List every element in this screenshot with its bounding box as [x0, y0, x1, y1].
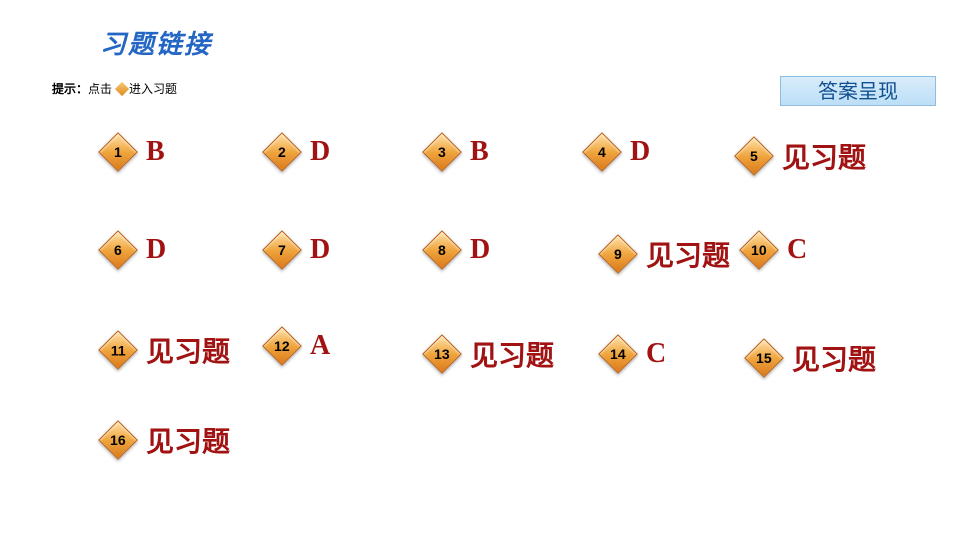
question-number: 12 [274, 338, 290, 354]
question-item-11[interactable]: 11 见习题 [104, 330, 230, 370]
question-number: 11 [111, 342, 126, 358]
question-number: 5 [750, 148, 758, 164]
question-answer: D [470, 234, 490, 266]
page-title: 习题链接 [100, 24, 212, 61]
question-diamond-icon[interactable]: 12 [262, 326, 302, 366]
question-item-8[interactable]: 8D [428, 234, 490, 266]
question-item-1[interactable]: 1B [104, 136, 165, 168]
question-item-2[interactable]: 2D [268, 136, 330, 168]
question-answer: D [146, 234, 166, 266]
question-diamond-icon[interactable]: 5 [734, 136, 774, 176]
question-answer: 见习题 [646, 234, 730, 274]
question-number: 14 [610, 346, 626, 362]
question-answer: 见习题 [146, 420, 230, 460]
question-number: 7 [278, 242, 286, 258]
question-item-13[interactable]: 13 见习题 [428, 334, 554, 374]
question-number: 3 [438, 144, 446, 160]
question-number: 16 [110, 432, 126, 448]
question-answer: A [310, 330, 330, 362]
question-item-3[interactable]: 3B [428, 136, 489, 168]
question-item-16[interactable]: 16 见习题 [104, 420, 230, 460]
question-item-15[interactable]: 15 见习题 [750, 338, 876, 378]
question-answer: C [646, 338, 666, 370]
question-diamond-icon[interactable]: 7 [262, 230, 302, 270]
question-diamond-icon[interactable]: 9 [598, 234, 638, 274]
question-number: 2 [278, 144, 286, 160]
question-item-5[interactable]: 5 见习题 [740, 136, 866, 176]
question-answer: 见习题 [470, 334, 554, 374]
hint-after: 进入习题 [129, 82, 177, 96]
question-diamond-icon[interactable]: 6 [98, 230, 138, 270]
diamond-icon [115, 82, 129, 96]
answers-badge: 答案呈现 [780, 76, 936, 106]
question-diamond-icon[interactable]: 16 [98, 420, 138, 460]
question-item-12[interactable]: 12 A [268, 330, 330, 362]
question-answer: D [310, 234, 330, 266]
question-diamond-icon[interactable]: 4 [582, 132, 622, 172]
question-diamond-icon[interactable]: 14 [598, 334, 638, 374]
question-diamond-icon[interactable]: 10 [739, 230, 779, 270]
question-answer: 见习题 [782, 136, 866, 176]
question-item-14[interactable]: 14 C [604, 338, 666, 370]
question-diamond-icon[interactable]: 11 [98, 330, 138, 370]
question-answer: 见习题 [146, 330, 230, 370]
hint-text: 提示：点击 进入习题 [52, 80, 177, 97]
question-answer: D [310, 136, 330, 168]
question-diamond-icon[interactable]: 3 [422, 132, 462, 172]
question-number: 9 [614, 246, 622, 262]
question-number: 8 [438, 242, 446, 258]
question-item-4[interactable]: 4D [588, 136, 650, 168]
question-number: 15 [756, 350, 772, 366]
question-answer: B [146, 136, 165, 168]
answers-badge-text: 答案呈现 [818, 81, 898, 103]
question-answer: D [630, 136, 650, 168]
question-number: 6 [114, 242, 122, 258]
hint-prefix: 提示： [52, 82, 88, 96]
question-answer: C [787, 234, 807, 266]
question-number: 13 [434, 346, 450, 362]
question-diamond-icon[interactable]: 1 [98, 132, 138, 172]
question-number: 1 [114, 144, 122, 160]
page-title-text: 习题链接 [100, 29, 212, 59]
question-item-7[interactable]: 7D [268, 234, 330, 266]
question-diamond-icon[interactable]: 15 [744, 338, 784, 378]
question-number: 4 [598, 144, 606, 160]
hint-before: 点击 [88, 82, 115, 96]
question-answer: B [470, 136, 489, 168]
question-diamond-icon[interactable]: 13 [422, 334, 462, 374]
question-item-6[interactable]: 6D [104, 234, 166, 266]
question-answer: 见习题 [792, 338, 876, 378]
question-item-10[interactable]: 10 C [745, 234, 807, 266]
question-item-9[interactable]: 9 见习题 [604, 234, 730, 274]
question-diamond-icon[interactable]: 8 [422, 230, 462, 270]
question-number: 10 [751, 242, 767, 258]
question-diamond-icon[interactable]: 2 [262, 132, 302, 172]
